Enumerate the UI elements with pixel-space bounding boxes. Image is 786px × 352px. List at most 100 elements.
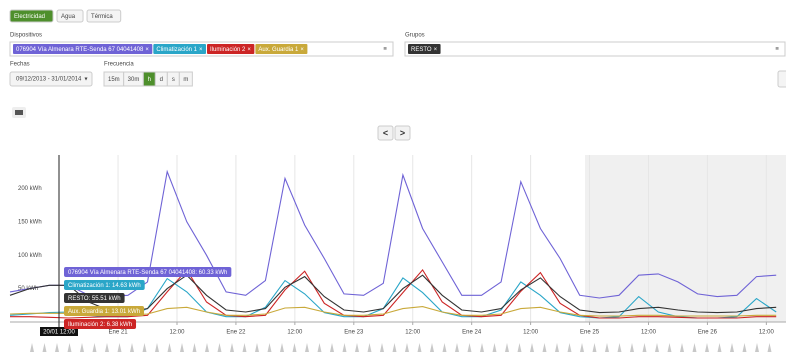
navigator-glyph (530, 343, 534, 352)
navigator-glyph (305, 343, 309, 352)
navigator-glyph (342, 343, 347, 352)
side-button[interactable] (777, 70, 786, 88)
navigator-glyph (492, 343, 497, 352)
navigator-glyph (80, 343, 84, 352)
tag[interactable] (408, 44, 441, 54)
navigator-glyph (542, 343, 547, 352)
cursor-box (40, 327, 78, 336)
navigator-glyph (167, 343, 172, 352)
navigator-glyph (255, 343, 259, 352)
date-dropdown[interactable] (9, 71, 93, 87)
navigator-glyph (592, 343, 597, 352)
navigator-glyph (705, 343, 709, 352)
x-tick-label: 12:00 (759, 330, 775, 336)
frequency-label: m (183, 77, 188, 83)
frequency-label: h (148, 77, 151, 83)
nav-button[interactable] (394, 125, 411, 141)
navigator-glyph (505, 343, 509, 352)
x-tick-label: Ene 25 (580, 330, 600, 336)
navigator-glyph (630, 343, 634, 352)
tag-remove[interactable]: × (434, 47, 438, 53)
x-tick-label: 12:00 (523, 330, 539, 336)
tag[interactable] (207, 44, 255, 54)
navigator-glyph (617, 343, 622, 352)
navigator-glyph (692, 343, 697, 352)
navigator-glyph (330, 343, 334, 352)
input-menu-icon: ≡ (383, 47, 387, 53)
x-tick-label: Ene 22 (226, 330, 246, 336)
frequency-button[interactable] (178, 71, 193, 87)
navigator-glyph (267, 343, 272, 352)
tag[interactable] (13, 44, 153, 54)
nav-arrow: > (400, 128, 405, 138)
navigator-glyph (605, 343, 609, 352)
tooltip-text: Aux. Guardia 1: 13.01 kWh (68, 309, 140, 315)
navigator-glyph (380, 343, 384, 352)
frequency-label: d (160, 77, 163, 83)
tab[interactable] (56, 9, 84, 23)
navigator-glyph (30, 343, 34, 352)
tooltip (64, 319, 137, 329)
tooltip (64, 280, 145, 290)
navigator-glyph (742, 343, 747, 352)
x-tick-label: Ene 24 (462, 330, 482, 336)
navigator-glyph (67, 343, 72, 352)
navigator-glyph (367, 343, 372, 352)
x-tick-label: 12:00 (405, 330, 421, 336)
navigator-glyph (92, 343, 97, 352)
tag-remove[interactable]: × (199, 47, 203, 53)
tab-label: Agua (61, 14, 76, 20)
navigator-glyph (717, 343, 722, 352)
navigator-glyph (755, 343, 759, 352)
frequency-label: 30m (128, 77, 140, 83)
tab-label: Electricidad (14, 14, 45, 20)
navigator-glyph (280, 343, 284, 352)
x-tick-label: Ene 21 (109, 330, 129, 336)
dropdown-caret: ▾ (84, 77, 87, 83)
tag-remove[interactable]: × (247, 47, 251, 53)
navigator-glyph (105, 343, 109, 352)
navigator-glyph (55, 343, 59, 352)
print-icon (15, 110, 23, 115)
x-tick-label: 12:00 (287, 330, 303, 336)
tooltip-text: Iluminación 2: 6.38 kWh (68, 322, 132, 328)
x-tick-label: Ene 26 (698, 330, 718, 336)
navigator-glyph (667, 343, 672, 352)
dates-label: Fechas (10, 62, 30, 68)
navigator-glyph (767, 343, 772, 352)
tooltip-text: RESTO: 55.51 kWh (68, 296, 121, 302)
tag-label: Climatización 1 (156, 47, 197, 53)
x-tick-label: Ene 23 (344, 330, 364, 336)
navigator-glyph (642, 343, 647, 352)
tag-label: RESTO (411, 47, 432, 53)
navigator-glyph (142, 343, 147, 352)
navigator-glyph (567, 343, 572, 352)
navigator-glyph (117, 343, 122, 352)
navigator-glyph (130, 343, 134, 352)
frequency-label: 15m (108, 77, 120, 83)
weekend-band (585, 155, 786, 322)
nav-button[interactable] (377, 125, 394, 141)
tab[interactable] (9, 9, 54, 23)
tag-remove[interactable]: × (300, 47, 304, 53)
tag[interactable] (255, 44, 308, 54)
tooltip (64, 267, 232, 277)
navigator-glyph (555, 343, 559, 352)
tag-remove[interactable]: × (145, 47, 149, 53)
navigator-glyph (430, 343, 434, 352)
y-tick-label: 100 kWh (18, 253, 42, 259)
tab[interactable] (86, 9, 122, 23)
tooltip-text: Climatización 1: 14.63 kWh (68, 283, 141, 289)
tab-label: Térmica (91, 14, 113, 20)
tag[interactable] (153, 44, 207, 54)
tooltip (64, 293, 125, 303)
navigator-glyph (417, 343, 422, 352)
devices-label: Dispositivos (10, 33, 42, 39)
navigator-glyph (467, 343, 472, 352)
tooltip (64, 306, 145, 316)
navigator-glyph (230, 343, 234, 352)
tag-label: Aux. Guardia 1 (258, 47, 299, 53)
frequency-label: s (172, 77, 175, 83)
groups-input[interactable] (404, 41, 786, 57)
